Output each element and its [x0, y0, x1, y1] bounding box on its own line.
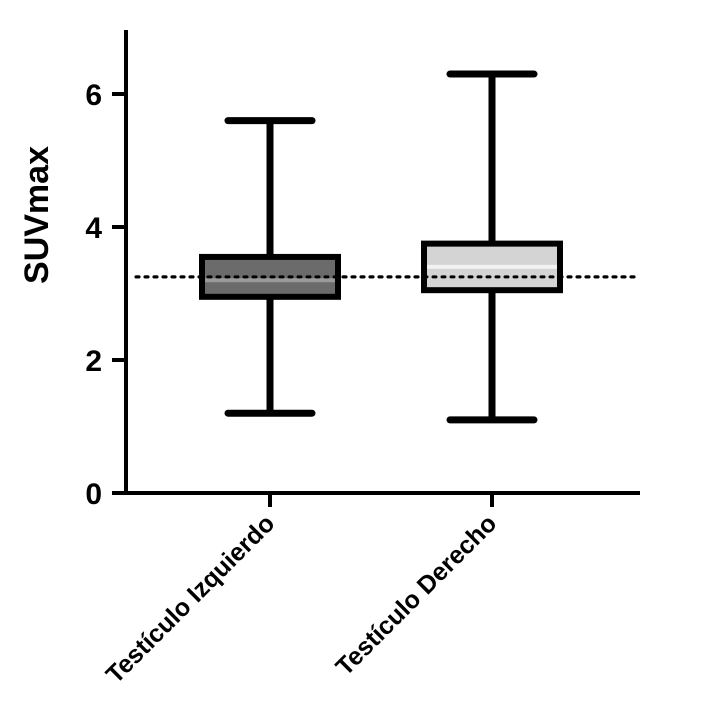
y-axis-title: SUVmax: [18, 146, 56, 284]
x-tick-label: Testículo Izquierdo: [101, 509, 281, 689]
axes: 0 2 4 6 Testículo Izquierdo Testículo Derecho: [85, 30, 640, 689]
y-tick-label: 2: [85, 345, 102, 378]
y-tick-label: 4: [85, 212, 102, 245]
y-tick-label: 0: [85, 478, 102, 511]
box-2: [421, 70, 563, 424]
box-1: [199, 117, 341, 417]
y-tick-label: 6: [85, 79, 102, 112]
plot-marks: [134, 70, 642, 424]
x-tick-label: Testículo Derecho: [331, 509, 503, 681]
